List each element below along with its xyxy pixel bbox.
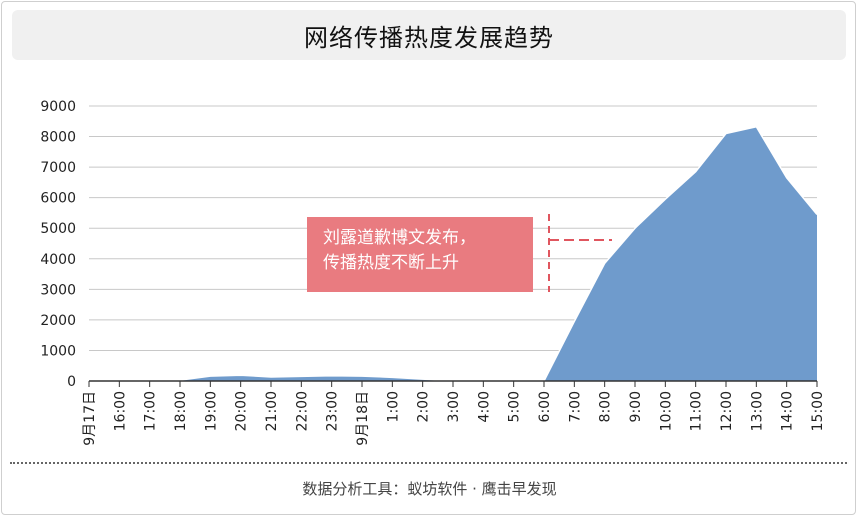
y-tick-label: 9000 [40, 99, 76, 115]
y-tick-label: 1000 [40, 343, 76, 359]
x-tick-label: 7:00 [567, 391, 583, 422]
x-tick-label: 12:00 [719, 391, 735, 431]
x-tick-label: 2:00 [416, 391, 432, 422]
x-tick-label: 10:00 [658, 391, 674, 431]
y-tick-label: 6000 [40, 191, 76, 207]
x-tick-label: 23:00 [325, 391, 341, 431]
x-tick-label: 19:00 [203, 391, 219, 431]
x-tick-label: 20:00 [234, 391, 250, 431]
x-tick-label: 1:00 [385, 391, 401, 422]
annotation-line-2: 传播热度不断上升 [323, 253, 459, 273]
footer-divider [10, 462, 847, 464]
x-tick-label: 21:00 [264, 391, 280, 431]
x-tick-label: 22:00 [294, 391, 310, 431]
x-tick-label: 9月17日 [82, 391, 98, 446]
footer-source: 数据分析工具：蚁坊软件 · 鹰击早发现 [302, 480, 557, 498]
x-tick-label: 9月18日 [355, 391, 371, 446]
chart-title: 网络传播热度发展趋势 [304, 23, 554, 52]
x-tick-label: 11:00 [689, 391, 705, 431]
y-tick-label: 4000 [40, 252, 76, 268]
x-tick-label: 16:00 [112, 391, 128, 431]
x-tick-label: 18:00 [173, 391, 189, 431]
x-tick-label: 3:00 [446, 391, 462, 422]
y-tick-label: 2000 [40, 313, 76, 329]
y-tick-label: 3000 [40, 282, 76, 298]
title-bar: 网络传播热度发展趋势 [12, 10, 846, 60]
x-tick-label: 5:00 [507, 391, 523, 422]
x-tick-label: 8:00 [598, 391, 614, 422]
annotation-box: 刘露道歉博文发布， 传播热度不断上升 [307, 217, 533, 292]
x-tick-label: 17:00 [143, 391, 159, 431]
x-tick-label: 14:00 [780, 391, 796, 431]
annotation-line-1: 刘露道歉博文发布， [323, 228, 476, 248]
y-tick-label: 8000 [40, 130, 76, 146]
y-tick-label: 5000 [40, 221, 76, 237]
series-area [89, 126, 817, 381]
y-tick-label: 0 [67, 374, 76, 390]
x-tick-label: 15:00 [810, 391, 826, 431]
x-tick-label: 4:00 [476, 391, 492, 422]
x-tick-label: 9:00 [628, 391, 644, 422]
x-tick-label: 13:00 [749, 391, 765, 431]
y-tick-label: 7000 [40, 160, 76, 176]
x-tick-label: 6:00 [537, 391, 553, 422]
